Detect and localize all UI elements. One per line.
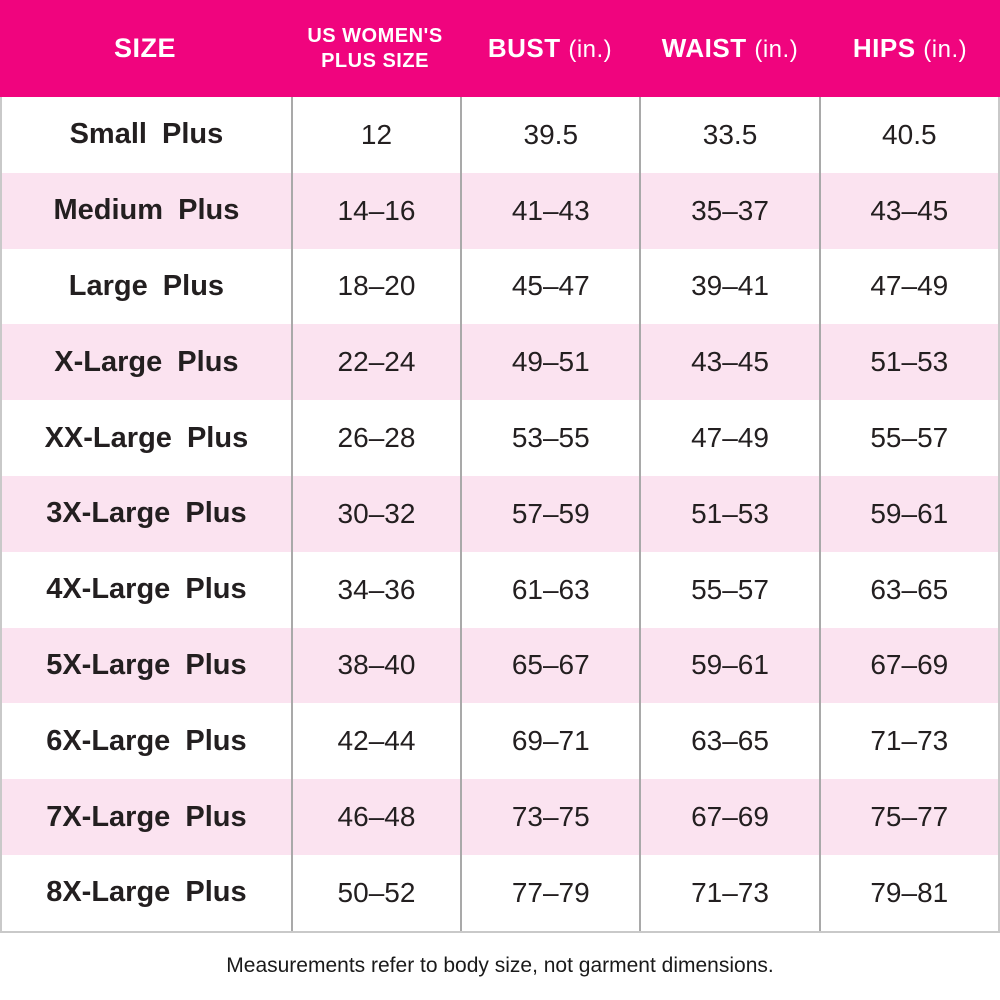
table-body: Small Plus 12 39.5 33.5 40.5 Medium Plus… — [0, 97, 1000, 933]
table-row: 3X-Large Plus 30–32 57–59 51–53 59–61 — [2, 475, 998, 552]
cell-size: Medium Plus — [53, 194, 240, 227]
cell-us-plus-size: 30–32 — [290, 475, 460, 552]
header-bust-unit: (in.) — [568, 36, 613, 63]
cell-us-plus-size: 42–44 — [290, 703, 460, 780]
cell-bust: 69–71 — [460, 703, 639, 780]
cell-waist: 55–57 — [639, 551, 818, 628]
cell-size: 7X-Large Plus — [46, 800, 247, 833]
cell-hips: 79–81 — [818, 854, 998, 931]
cell-bust: 41–43 — [460, 172, 639, 249]
table-row: 7X-Large Plus 46–48 73–75 67–69 75–77 — [2, 779, 998, 855]
cell-us-plus-size: 14–16 — [290, 172, 460, 249]
table-row: X-Large Plus 22–24 49–51 43–45 51–53 — [2, 324, 998, 401]
header-hips-unit: (in.) — [923, 36, 968, 63]
cell-hips: 59–61 — [818, 475, 998, 552]
cell-bust: 61–63 — [460, 551, 639, 628]
cell-hips: 43–45 — [818, 172, 998, 249]
cell-bust: 53–55 — [460, 400, 639, 476]
cell-bust: 77–79 — [460, 854, 639, 931]
header-bust-label: BUST — [487, 33, 561, 63]
table-row: 6X-Large Plus 42–44 69–71 63–65 71–73 — [2, 703, 998, 780]
cell-size: XX-Large Plus — [44, 421, 249, 454]
header-us-plus-line2: PLUS SIZE — [321, 49, 429, 72]
cell-us-plus-size: 46–48 — [290, 779, 460, 855]
cell-waist: 71–73 — [639, 854, 818, 931]
header-hips: HIPS (in.) — [820, 0, 1000, 97]
cell-bust: 45–47 — [460, 248, 639, 325]
cell-size: Large Plus — [68, 269, 225, 302]
cell-size: 3X-Large Plus — [46, 497, 247, 530]
cell-hips: 71–73 — [818, 703, 998, 780]
header-us-plus-line1: US WOMEN'S — [307, 24, 443, 47]
cell-size: 5X-Large Plus — [46, 648, 247, 681]
table-row: 4X-Large Plus 34–36 61–63 55–57 63–65 — [2, 551, 998, 628]
cell-hips: 51–53 — [818, 324, 998, 401]
cell-bust: 39.5 — [460, 97, 639, 173]
cell-hips: 63–65 — [818, 551, 998, 628]
cell-waist: 51–53 — [639, 475, 818, 552]
cell-waist: 35–37 — [639, 172, 818, 249]
cell-hips: 47–49 — [818, 248, 998, 325]
cell-waist: 63–65 — [639, 703, 818, 780]
cell-waist: 43–45 — [639, 324, 818, 401]
cell-us-plus-size: 12 — [290, 97, 460, 173]
cell-waist: 59–61 — [639, 627, 818, 704]
cell-waist: 67–69 — [639, 779, 818, 855]
header-bust: BUST (in.) — [460, 0, 640, 97]
header-size: SIZE — [0, 0, 290, 97]
cell-us-plus-size: 50–52 — [290, 854, 460, 931]
header-hips-label: HIPS — [852, 33, 916, 63]
cell-hips: 40.5 — [818, 97, 998, 173]
cell-hips: 55–57 — [818, 400, 998, 476]
table-row: Small Plus 12 39.5 33.5 40.5 — [2, 97, 998, 173]
cell-hips: 67–69 — [818, 627, 998, 704]
header-waist-unit: (in.) — [754, 36, 799, 63]
cell-bust: 57–59 — [460, 475, 639, 552]
footer-note: Measurements refer to body size, not gar… — [226, 954, 774, 978]
cell-size: Small Plus — [69, 118, 224, 151]
cell-bust: 49–51 — [460, 324, 639, 401]
footer: Measurements refer to body size, not gar… — [0, 933, 1000, 1000]
cell-waist: 39–41 — [639, 248, 818, 325]
cell-us-plus-size: 26–28 — [290, 400, 460, 476]
header-us-plus-size: US WOMEN'S PLUS SIZE — [290, 0, 460, 97]
header-waist: WAIST (in.) — [640, 0, 820, 97]
header-size-label: SIZE — [113, 33, 176, 63]
header-waist-label: WAIST — [661, 33, 747, 63]
cell-size: 4X-Large Plus — [46, 573, 247, 606]
table-row: XX-Large Plus 26–28 53–55 47–49 55–57 — [2, 400, 998, 476]
cell-bust: 65–67 — [460, 627, 639, 704]
table-row: Medium Plus 14–16 41–43 35–37 43–45 — [2, 172, 998, 249]
cell-waist: 33.5 — [639, 97, 818, 173]
cell-size: 6X-Large Plus — [46, 724, 247, 757]
cell-us-plus-size: 18–20 — [290, 248, 460, 325]
cell-waist: 47–49 — [639, 400, 818, 476]
cell-bust: 73–75 — [460, 779, 639, 855]
cell-size: 8X-Large Plus — [46, 876, 247, 909]
cell-us-plus-size: 34–36 — [290, 551, 460, 628]
cell-us-plus-size: 38–40 — [290, 627, 460, 704]
table-row: 5X-Large Plus 38–40 65–67 59–61 67–69 — [2, 627, 998, 704]
table-row: 8X-Large Plus 50–52 77–79 71–73 79–81 — [2, 854, 998, 931]
cell-hips: 75–77 — [818, 779, 998, 855]
table-row: Large Plus 18–20 45–47 39–41 47–49 — [2, 248, 998, 325]
cell-us-plus-size: 22–24 — [290, 324, 460, 401]
table-header: SIZE US WOMEN'S PLUS SIZE BUST (in.) WAI… — [0, 0, 1000, 97]
cell-size: X-Large Plus — [54, 345, 239, 378]
